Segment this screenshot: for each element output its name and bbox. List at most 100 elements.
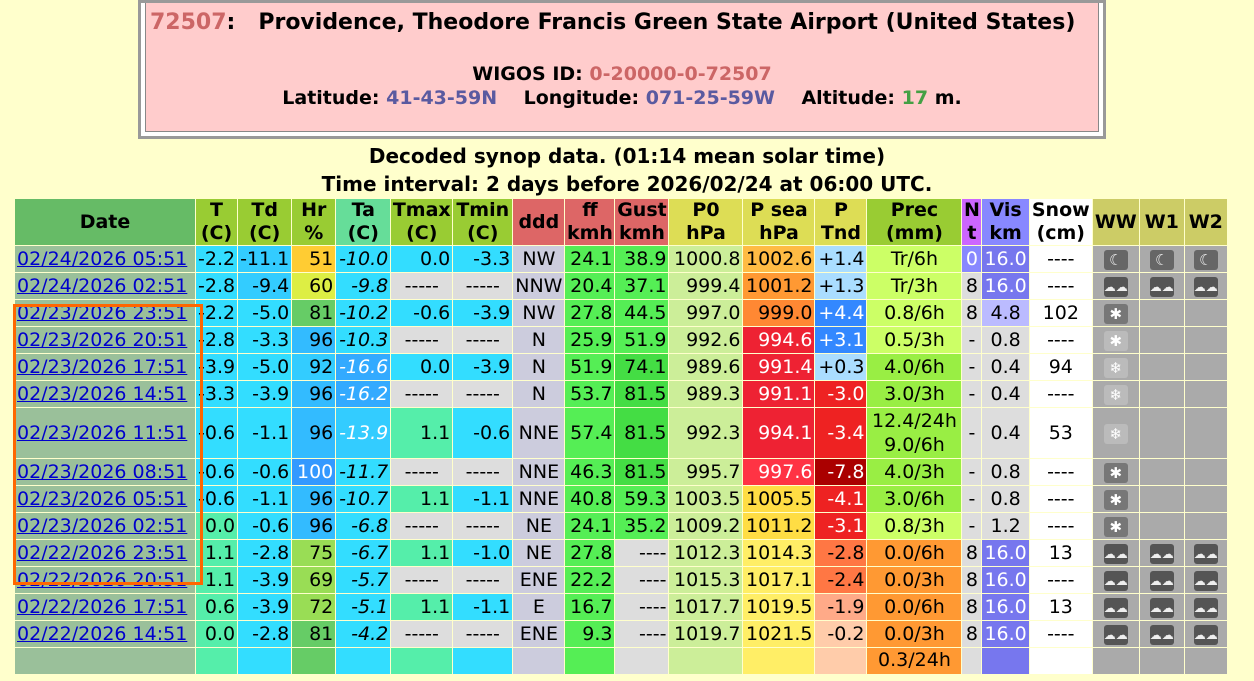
date-link[interactable]: 02/22/2026 17:51 — [17, 596, 188, 618]
ww-cell: ☁☁ — [1091, 620, 1140, 648]
latitude-label: Latitude: — [282, 87, 380, 109]
td-cell: -0.6 — [237, 512, 293, 540]
w2-cell — [1183, 512, 1228, 540]
snow-cell: ---- — [1028, 380, 1093, 408]
w1-cell: ☾ — [1138, 245, 1185, 273]
table-row: 02/23/2026 11:51 -0.6 -1.1 96 -13.9 1.1 … — [14, 407, 1228, 459]
tmax-cell: 0.0 — [390, 245, 454, 273]
psea-cell: 999.0 — [742, 299, 816, 327]
prec-cell: 0.3/24h — [866, 647, 963, 675]
header-hr: Hr% — [291, 198, 337, 246]
tmax-cell: 1.1 — [390, 539, 454, 567]
cloud-icon: ☁☁ — [1149, 543, 1174, 564]
tmax-cell — [390, 647, 454, 675]
date-link[interactable]: 02/22/2026 23:51 — [17, 542, 188, 564]
table-row: 02/22/2026 14:51 0.0 -2.8 81 -4.2 ----- … — [14, 620, 1228, 648]
date-link[interactable]: 02/23/2026 11:51 — [17, 422, 188, 444]
ddd-cell: NE — [512, 512, 566, 540]
tmax-cell: 1.1 — [390, 485, 454, 513]
t-cell: -0.6 — [194, 407, 239, 459]
synop-table: Date T (C) Td (C) Hr% Ta (C) Tmax (C) Tmin (C… — [14, 198, 1228, 675]
n-cell: 8 — [961, 593, 983, 621]
wigos-id: 0-20000-0-72507 — [589, 63, 772, 85]
tmax-cell: 1.1 — [390, 407, 454, 459]
tmin-cell: ----- — [452, 566, 514, 594]
ta-cell: -10.2 — [335, 299, 392, 327]
ta-cell: -10.7 — [335, 485, 392, 513]
header-w2: W2 — [1183, 198, 1228, 246]
header-n-line1: N — [964, 199, 980, 221]
heavy-snow-icon: ❄ — [1103, 384, 1128, 405]
date-link[interactable]: 02/22/2026 20:51 — [17, 569, 188, 591]
ww-cell: ❄ — [1091, 353, 1140, 381]
date-cell: 02/24/2026 05:51 — [14, 245, 196, 273]
cloud-icon: ☁☁ — [1149, 570, 1174, 591]
date-link[interactable]: 02/22/2026 14:51 — [17, 623, 188, 645]
date-link[interactable]: 02/23/2026 08:51 — [17, 461, 188, 483]
moderate-snow-icon: ✱ — [1103, 462, 1128, 483]
header-prec-line1: Prec — [890, 199, 939, 221]
header-ff-line2: kmh — [566, 222, 613, 244]
w2-cell — [1183, 299, 1228, 327]
ddd-cell: NNE — [512, 485, 566, 513]
ddd-cell: ENE — [512, 620, 566, 648]
ptnd-cell: -3.0 — [814, 380, 868, 408]
gust-cell: ---- — [614, 593, 670, 621]
date-cell: 02/23/2026 14:51 — [14, 380, 196, 408]
w2-cell: ☁☁ — [1183, 593, 1228, 621]
ddd-cell — [512, 647, 566, 675]
header-t-line2: (C) — [200, 222, 233, 244]
date-link[interactable]: 02/23/2026 23:51 — [17, 302, 188, 324]
t-cell: 0.6 — [194, 593, 239, 621]
p0-cell: 992.3 — [668, 407, 744, 459]
ptnd-cell: +1.3 — [814, 272, 868, 300]
table-row: 02/23/2026 17:51 -3.9 -5.0 92 -16.6 0.0 … — [14, 353, 1228, 381]
ta-cell: -9.8 — [335, 272, 392, 300]
vis-cell: 0.8 — [981, 458, 1030, 486]
table-row: 02/24/2026 02:51 -2.8 -9.4 60 -9.8 -----… — [14, 272, 1228, 300]
hr-cell: 51 — [291, 245, 337, 273]
t-cell: -2.2 — [194, 245, 239, 273]
header-ptnd: P Tnd — [814, 198, 868, 246]
ta-cell: -16.6 — [335, 353, 392, 381]
prec-cell: 0.8/6h — [866, 299, 963, 327]
date-link[interactable]: 02/24/2026 05:51 — [17, 248, 188, 270]
vis-cell — [981, 647, 1030, 675]
longitude-value: 071-25-59W — [645, 87, 775, 109]
hr-cell: 96 — [291, 326, 337, 354]
header-t-line1: T — [210, 199, 224, 221]
t-cell: -2.8 — [194, 272, 239, 300]
table-row: 02/23/2026 23:51 -2.2 -5.0 81 -10.2 -0.6… — [14, 299, 1228, 327]
date-link[interactable]: 02/23/2026 02:51 — [17, 515, 188, 537]
snow-cell: 53 — [1028, 407, 1093, 459]
snow-cell: 102 — [1028, 299, 1093, 327]
date-link[interactable]: 02/23/2026 17:51 — [17, 356, 188, 378]
light-snow-icon: ✱ — [1103, 330, 1128, 351]
tmin-cell: ----- — [452, 512, 514, 540]
n-cell: - — [961, 512, 983, 540]
date-link[interactable]: 02/24/2026 02:51 — [17, 275, 188, 297]
prec-cell: Tr/3h — [866, 272, 963, 300]
header-t: T (C) — [194, 198, 239, 246]
gust-cell: ---- — [614, 566, 670, 594]
psea-cell: 991.1 — [742, 380, 816, 408]
td-cell: -0.6 — [237, 458, 293, 486]
ptnd-cell: -2.8 — [814, 539, 868, 567]
ww-cell: ☁☁ — [1091, 539, 1140, 567]
psea-cell: 1001.2 — [742, 272, 816, 300]
hr-cell: 100 — [291, 458, 337, 486]
date-link[interactable]: 02/23/2026 14:51 — [17, 383, 188, 405]
caption-line-1: Decoded synop data. (01:14 mean solar ti… — [368, 144, 886, 168]
t-cell: -0.6 — [194, 485, 239, 513]
header-ff-line1: ff — [582, 199, 598, 221]
psea-cell: 1014.3 — [742, 539, 816, 567]
w2-cell: ☾ — [1183, 245, 1228, 273]
date-link[interactable]: 02/23/2026 20:51 — [17, 329, 188, 351]
date-link[interactable]: 02/23/2026 05:51 — [17, 488, 188, 510]
gust-cell: 81.5 — [614, 380, 670, 408]
tmin-cell: -3.3 — [452, 245, 514, 273]
station-info-panel: 72507: Providence, Theodore Francis Gree… — [145, 3, 1099, 132]
psea-cell: 997.6 — [742, 458, 816, 486]
gust-cell: 51.9 — [614, 326, 670, 354]
ptnd-cell: -0.2 — [814, 620, 868, 648]
